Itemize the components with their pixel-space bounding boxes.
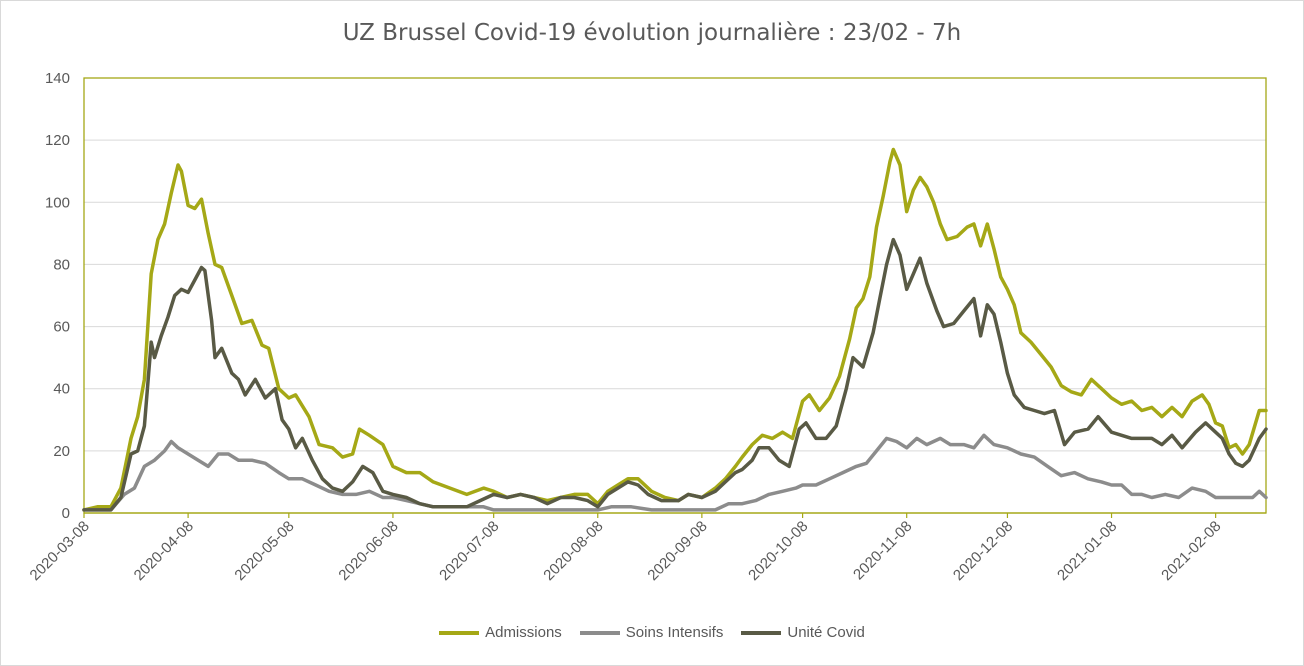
- plot-area-border: [83, 77, 1267, 514]
- y-tick-label-80: 80: [53, 256, 70, 273]
- y-tick-label-100: 100: [45, 194, 70, 211]
- legend-label-unite-covid: Unité Covid: [787, 624, 865, 641]
- x-tick-label-2020-06-08: 2020-06-08: [335, 518, 401, 584]
- y-tick-label-60: 60: [53, 319, 70, 336]
- legend-item-admissions: Admissions: [439, 624, 562, 641]
- legend-swatch-soins-intensifs: [579, 630, 620, 635]
- y-tick-label-20: 20: [53, 443, 70, 460]
- x-tick-label-2020-11-08: 2020-11-08: [850, 518, 915, 583]
- x-tick-label-2021-02-08: 2021-02-08: [1158, 518, 1224, 584]
- x-tick-label-2020-05-08: 2020-05-08: [231, 518, 297, 584]
- x-tick-label-2021-01-08: 2021-01-08: [1054, 518, 1120, 584]
- y-tick-label-140: 140: [45, 70, 70, 87]
- y-tick-label-0: 0: [62, 505, 70, 522]
- legend-label-soins-intensifs: Soins Intensifs: [625, 624, 724, 641]
- x-tick-label-2020-09-08: 2020-09-08: [644, 518, 710, 584]
- chart-title: UZ Brussel Covid-19 évolution journalièr…: [342, 20, 962, 46]
- legend-swatch-admissions: [439, 630, 480, 635]
- y-tick-label-120: 120: [45, 132, 70, 149]
- x-tick-label-2020-08-08: 2020-08-08: [540, 518, 606, 584]
- x-tick-label-2020-04-08: 2020-04-08: [131, 518, 197, 584]
- x-tick-label-2020-07-08: 2020-07-08: [436, 518, 502, 584]
- legend-label-admissions: Admissions: [485, 624, 562, 641]
- series-line-unit-covid: [82, 237, 1268, 512]
- y-tick-label-40: 40: [53, 381, 70, 398]
- legend-item-soins-intensifs: Soins Intensifs: [579, 624, 724, 641]
- series-line-soins-intensifs: [82, 433, 1268, 512]
- legend-item-unite-covid: Unité Covid: [741, 624, 865, 641]
- x-tick-label-2020-10-08: 2020-10-08: [745, 518, 811, 584]
- x-tick-label-2020-12-08: 2020-12-08: [950, 518, 1016, 584]
- chart-legend: Admissions Soins Intensifs Unité Covid: [0, 624, 1304, 641]
- legend-swatch-unite-covid: [741, 630, 782, 635]
- series-line-admissions: [82, 147, 1268, 512]
- x-tick-label-2020-03-08: 2020-03-08: [27, 518, 93, 584]
